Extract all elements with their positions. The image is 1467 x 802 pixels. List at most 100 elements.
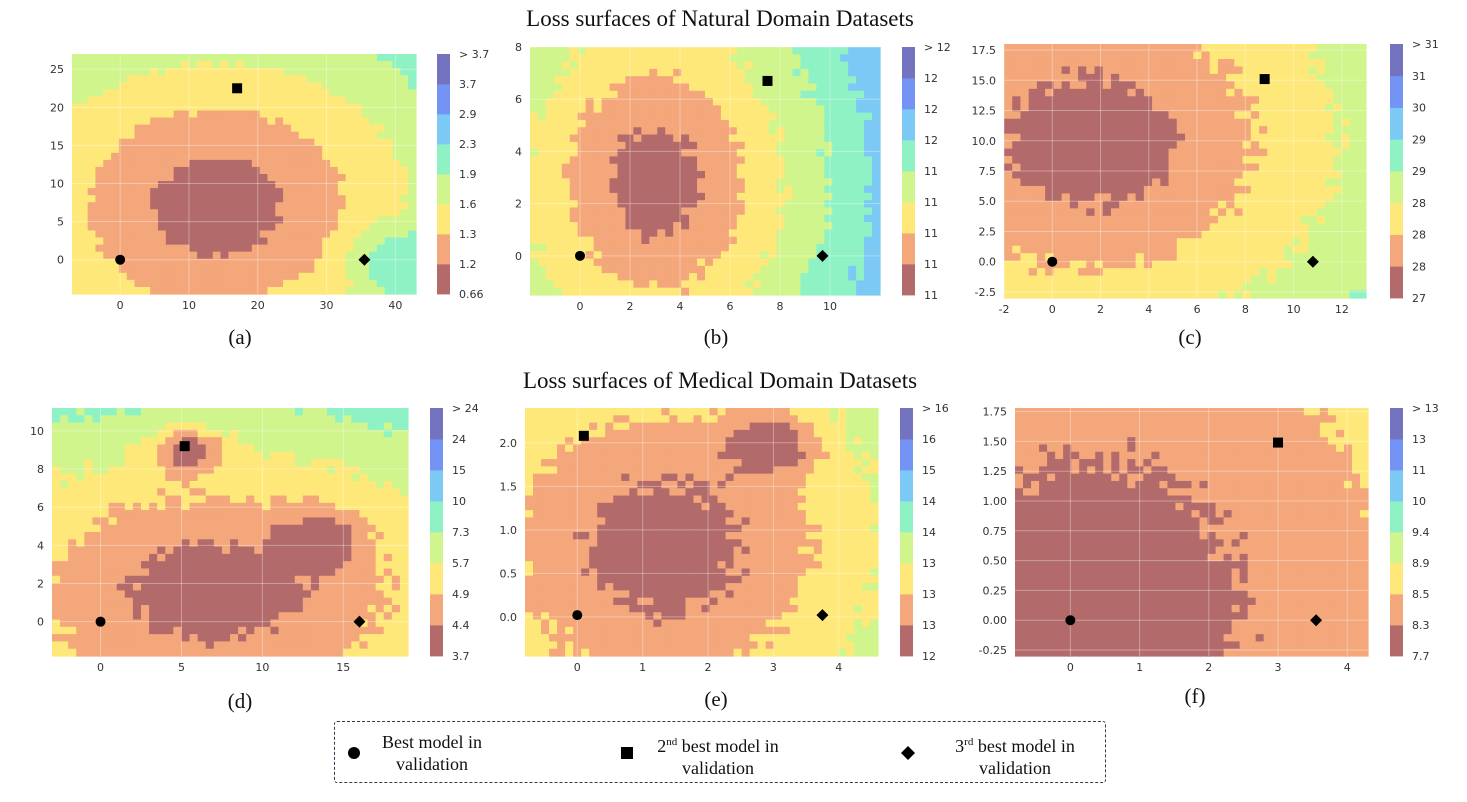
contour-cell bbox=[124, 459, 134, 467]
contour-cell bbox=[236, 138, 245, 147]
contour-cell bbox=[92, 408, 102, 416]
contour-cell bbox=[697, 265, 706, 274]
contour-cell bbox=[108, 575, 118, 584]
contour-cell bbox=[330, 152, 339, 161]
contour-cell bbox=[1185, 88, 1194, 97]
contour-cell bbox=[392, 159, 401, 168]
contour-cell bbox=[1110, 200, 1120, 209]
contour-cell bbox=[561, 214, 571, 223]
contour-cell bbox=[244, 279, 253, 288]
contour-cell bbox=[68, 597, 77, 606]
contour-cell bbox=[617, 200, 627, 209]
contour-cell bbox=[369, 286, 378, 295]
contour-cell bbox=[625, 236, 634, 245]
contour-cell bbox=[384, 265, 394, 274]
contour-cell bbox=[275, 89, 284, 97]
colorbar-segment bbox=[437, 84, 450, 115]
contour-cell bbox=[673, 185, 682, 194]
colorbar-segment bbox=[902, 140, 915, 172]
contour-cell bbox=[712, 98, 722, 106]
contour-cell bbox=[1053, 253, 1063, 262]
contour-cell bbox=[204, 61, 214, 69]
contour-cell bbox=[1036, 126, 1046, 135]
contour-cell bbox=[337, 145, 347, 154]
contour-cell bbox=[1004, 118, 1013, 127]
contour-cell bbox=[189, 237, 198, 246]
contour-cell bbox=[1226, 44, 1235, 53]
contour-cell bbox=[76, 626, 85, 635]
contour-cell bbox=[744, 119, 754, 128]
contour-cell bbox=[68, 604, 77, 613]
contour-cell bbox=[142, 272, 151, 281]
contour-cell bbox=[1201, 81, 1211, 90]
contour-cell bbox=[856, 178, 865, 187]
contour-cell bbox=[689, 178, 698, 187]
contour-cell bbox=[1234, 163, 1244, 172]
contour-cell bbox=[220, 96, 229, 105]
contour-cell bbox=[1349, 200, 1359, 209]
contour-cell bbox=[384, 159, 394, 168]
contour-cell bbox=[1193, 58, 1203, 68]
contour-cell bbox=[181, 251, 190, 260]
contour-cell bbox=[392, 230, 401, 239]
contour-cell bbox=[1119, 163, 1129, 172]
contour-cell bbox=[1349, 163, 1359, 172]
contour-cell bbox=[1086, 133, 1096, 142]
contour-cell bbox=[150, 117, 159, 126]
contour-cell bbox=[369, 103, 378, 112]
contour-cell bbox=[337, 75, 347, 83]
contour-cell bbox=[601, 141, 611, 150]
contour-cell bbox=[760, 98, 770, 106]
contour-cell bbox=[337, 237, 347, 246]
contour-cell bbox=[1110, 133, 1120, 142]
contour-cell bbox=[290, 117, 300, 126]
contour-cell bbox=[1316, 200, 1326, 209]
x-tick-label: 0 bbox=[117, 299, 124, 312]
contour-cell bbox=[1341, 185, 1351, 195]
contour-cell bbox=[832, 68, 841, 77]
contour-cell bbox=[553, 98, 563, 106]
contour-cell bbox=[585, 280, 595, 289]
contour-cell bbox=[322, 103, 331, 112]
contour-cell bbox=[275, 124, 284, 133]
contour-cell bbox=[330, 265, 339, 274]
contour-cell bbox=[736, 105, 746, 114]
contour-cell bbox=[824, 200, 833, 209]
contour-cell bbox=[1045, 238, 1054, 247]
contour-cell bbox=[681, 236, 690, 245]
contour-cell bbox=[1020, 185, 1030, 195]
contour-cell bbox=[68, 539, 77, 548]
contour-cell bbox=[1185, 111, 1194, 120]
contour-cell bbox=[408, 202, 417, 210]
contour-cell bbox=[1168, 185, 1178, 195]
contour-cell bbox=[116, 451, 126, 460]
contour-cell bbox=[673, 265, 682, 274]
contour-cell bbox=[1028, 156, 1038, 165]
contour-cell bbox=[1143, 148, 1153, 157]
contour-cell bbox=[259, 216, 269, 225]
contour-cell bbox=[649, 163, 658, 172]
contour-cell bbox=[1020, 133, 1030, 142]
contour-cell bbox=[1110, 185, 1120, 195]
contour-cell bbox=[103, 265, 112, 274]
contour-cell bbox=[189, 89, 198, 97]
contour-cell bbox=[103, 230, 112, 239]
contour-cell bbox=[345, 174, 355, 182]
contour-cell bbox=[361, 103, 370, 112]
contour-cell bbox=[95, 216, 104, 225]
contour-cell bbox=[60, 408, 69, 416]
contour-cell bbox=[283, 258, 292, 267]
contour-cell bbox=[79, 244, 89, 253]
contour-cell bbox=[1234, 88, 1244, 97]
contour-cell bbox=[768, 141, 778, 150]
contour-cell bbox=[220, 103, 229, 112]
contour-cell bbox=[150, 96, 159, 105]
contour-cell bbox=[142, 166, 151, 175]
contour-cell bbox=[641, 119, 650, 128]
contour-cell bbox=[585, 163, 595, 172]
contour-cell bbox=[1036, 185, 1046, 195]
contour-cell bbox=[784, 185, 794, 194]
contour-cell bbox=[712, 134, 722, 143]
contour-cell bbox=[705, 98, 714, 106]
contour-cell bbox=[259, 96, 269, 105]
